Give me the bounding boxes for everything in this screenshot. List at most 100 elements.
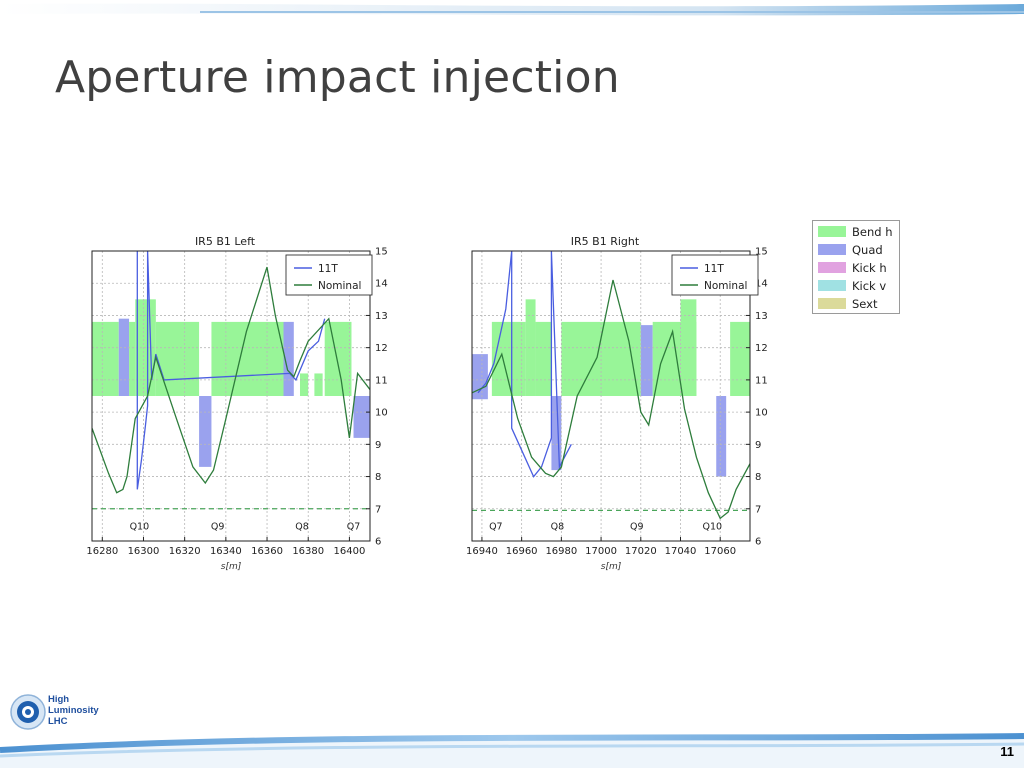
x-tick-label: 16280 — [86, 546, 118, 557]
series-lines — [472, 251, 750, 520]
quad-label-q10: Q10 — [702, 522, 722, 533]
legend-swatch-bend-h — [818, 226, 846, 237]
slide-top-band — [0, 3, 1024, 16]
y-tick-label: 15 — [375, 247, 388, 258]
grid — [92, 250, 370, 542]
x-tick-label: 17040 — [665, 546, 697, 557]
y-tick-label: 6 — [755, 537, 761, 548]
legend-label-quad: Quad — [852, 243, 883, 257]
y-tick-label: 12 — [755, 343, 768, 354]
hl-lhc-logo — [10, 694, 46, 730]
element-block-bend-h — [525, 299, 536, 396]
series-line-nominal — [472, 279, 750, 520]
quad-label-q9: Q9 — [211, 522, 225, 533]
y-tick-label: 13 — [755, 311, 768, 322]
x-tick-label: 17000 — [585, 546, 617, 557]
x-axis-label: s[m] — [601, 562, 622, 572]
element-block-bend-h — [314, 373, 323, 396]
x-tick-label: 16360 — [251, 546, 283, 557]
series-legend-frame — [285, 254, 373, 296]
y-tick-label: 7 — [755, 504, 761, 515]
chart-ir5-b1-left: 16280 16300 16320 16340 16360 16380 16400 s[m] 6… — [86, 235, 388, 572]
series-legend-label-11t: 11T — [704, 263, 724, 275]
series-legend-label-11t: 11T — [318, 263, 338, 275]
y-tick-label: 14 — [375, 279, 388, 290]
y-tick-label: 15 — [755, 247, 768, 258]
element-block-bend-h — [535, 321, 552, 396]
y-tick-label: 14 — [755, 279, 768, 290]
x-tick-label: 16980 — [545, 546, 577, 557]
logo-wordmark: High Luminosity LHC — [48, 694, 99, 727]
series-line-11t — [477, 251, 572, 478]
quad-label-q9: Q9 — [630, 522, 644, 533]
slide-bottom-band — [0, 733, 1024, 768]
element-type-legend: Bend h Quad Kick h Kick v Sext — [812, 220, 900, 314]
element-block-bend-h — [324, 321, 352, 396]
legend-label-bend-h: Bend h — [852, 225, 893, 239]
y-tick-label: 10 — [755, 408, 768, 419]
element-block-bend-h — [129, 321, 136, 396]
legend-label-kick-v: Kick v — [852, 279, 886, 293]
quad-label-q10: Q10 — [130, 522, 150, 533]
y-tick-label: 8 — [755, 472, 761, 483]
element-block-quad — [199, 396, 212, 467]
logo-line-2: Luminosity — [48, 705, 99, 716]
x-axis-label: s[m] — [221, 562, 242, 572]
series-legend: 11T Nominal — [671, 254, 759, 296]
element-block-bend-h — [211, 321, 284, 396]
y-tick-label: 7 — [375, 504, 381, 515]
y-tick-label: 11 — [755, 375, 768, 386]
x-tick-label: 16960 — [506, 546, 538, 557]
legend-swatch-kick-v — [818, 280, 846, 291]
logo-line-3: LHC — [48, 716, 68, 727]
chart-title: IR5 B1 Left — [195, 235, 256, 248]
y-axis: 6 7 8 9 10 11 12 13 14 15 — [366, 247, 388, 548]
x-tick-label: 16300 — [128, 546, 160, 557]
legend-swatch-kick-h — [818, 262, 846, 273]
y-tick-label: 12 — [375, 343, 388, 354]
y-tick-label: 8 — [375, 472, 381, 483]
y-tick-label: 10 — [375, 408, 388, 419]
series-line-nominal — [92, 266, 370, 494]
quad-label-q7: Q7 — [347, 522, 361, 533]
x-tick-label: 17060 — [704, 546, 736, 557]
x-tick-label: 16380 — [292, 546, 324, 557]
y-tick-label: 11 — [375, 375, 388, 386]
element-block-quad — [118, 318, 130, 396]
series-legend-frame — [671, 254, 759, 296]
legend-label-kick-h: Kick h — [852, 261, 887, 275]
plot-frame — [471, 250, 751, 542]
series-legend-label-nominal: Nominal — [704, 280, 747, 292]
element-block-bend-h — [299, 373, 309, 396]
quad-label-q8: Q8 — [295, 522, 309, 533]
slide-title: Aperture impact injection — [55, 52, 620, 103]
plot-frame — [91, 250, 371, 542]
x-tick-label: 16340 — [210, 546, 242, 557]
element-block-quad — [353, 396, 370, 438]
quad-label-q8: Q8 — [551, 522, 565, 533]
quad-label-q7: Q7 — [489, 522, 503, 533]
element-block-bend-h — [155, 321, 200, 396]
grid — [472, 250, 750, 542]
x-axis: 16280 16300 16320 16340 16360 16380 16400 s[m] — [86, 537, 365, 572]
page-number: 11 — [1000, 744, 1014, 759]
chart-ir5-b1-right: 16940 16960 16980 17000 17020 17040 17060 s[m] 6… — [466, 235, 768, 572]
element-block-quad — [716, 396, 727, 477]
legend-label-sext: Sext — [852, 297, 878, 311]
element-block-quad — [551, 396, 562, 471]
series-legend: 11T Nominal — [285, 254, 373, 296]
series-lines — [92, 251, 370, 494]
series-legend-label-nominal: Nominal — [318, 280, 361, 292]
y-tick-label: 6 — [375, 537, 381, 548]
element-blocks — [92, 299, 370, 467]
legend-swatch-sext — [818, 298, 846, 309]
x-axis: 16940 16960 16980 17000 17020 17040 17060 s[m] — [466, 537, 736, 572]
y-tick-label: 9 — [375, 440, 381, 451]
y-tick-label: 9 — [755, 440, 761, 451]
x-tick-label: 17020 — [625, 546, 657, 557]
chart-title: IR5 B1 Right — [571, 235, 640, 248]
y-axis: 6 7 8 9 10 11 12 13 14 15 — [746, 247, 768, 548]
logo-line-1: High — [48, 694, 70, 705]
element-block-quad — [640, 325, 653, 396]
element-block-bend-h — [92, 321, 119, 396]
